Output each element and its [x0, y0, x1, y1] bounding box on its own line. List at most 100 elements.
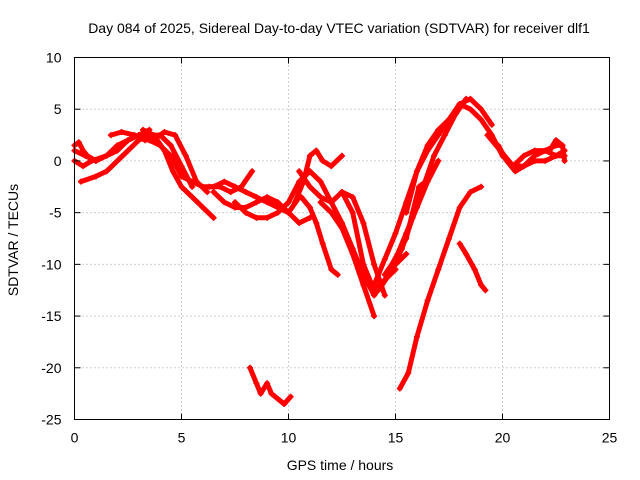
data-point — [495, 142, 502, 149]
data-point — [306, 152, 313, 159]
data-point — [328, 209, 335, 216]
data-point — [253, 194, 260, 201]
data-point — [206, 183, 213, 190]
y-axis-title: SDTVAR / TECUs — [5, 184, 21, 296]
data-point — [75, 139, 82, 146]
x-tick-label: 10 — [281, 430, 297, 446]
data-point — [371, 313, 378, 320]
data-point — [268, 390, 275, 397]
data-point — [274, 199, 281, 206]
x-tick-label: 5 — [178, 430, 186, 446]
data-point — [435, 266, 442, 273]
data-point — [403, 209, 410, 216]
y-tick-label: -15 — [41, 308, 61, 324]
data-point — [92, 173, 99, 180]
data-point — [274, 395, 281, 402]
data-point — [424, 297, 431, 304]
data-point — [281, 400, 288, 407]
data-point — [313, 219, 320, 226]
data-point — [125, 147, 131, 154]
series-track-22 — [396, 183, 485, 392]
data-point — [210, 214, 217, 221]
data-point — [317, 194, 324, 201]
series-track-15 — [317, 199, 378, 320]
data-point — [84, 152, 91, 159]
data-point — [242, 188, 249, 195]
data-point — [274, 209, 281, 216]
data-point — [169, 168, 176, 175]
data-point — [217, 183, 224, 190]
series-track-5 — [107, 128, 211, 195]
data-point — [422, 178, 429, 185]
series-line — [108, 129, 210, 195]
chart-title: Day 084 of 2025, Sidereal Day-to-day VTE… — [88, 20, 590, 36]
data-point — [531, 147, 538, 154]
data-point — [561, 157, 568, 164]
data-point — [210, 188, 217, 195]
data-point — [189, 178, 196, 185]
series-line — [298, 194, 341, 278]
data-point — [441, 132, 448, 139]
y-tick-label: 5 — [54, 101, 62, 117]
y-tick-label: 0 — [54, 153, 62, 169]
data-point — [161, 147, 168, 154]
data-point — [103, 168, 110, 175]
y-tick-label: -10 — [41, 256, 61, 272]
data-point — [328, 199, 335, 206]
data-point — [114, 157, 121, 164]
series-line — [547, 137, 568, 164]
data-point — [371, 282, 378, 289]
data-point — [306, 204, 313, 211]
data-point — [287, 393, 294, 400]
data-point — [264, 194, 271, 201]
data-point — [264, 214, 271, 221]
data-point — [371, 261, 378, 268]
data-point — [189, 183, 196, 190]
data-point — [80, 163, 87, 170]
data-point — [238, 183, 245, 190]
data-point — [553, 137, 559, 144]
series-track-23 — [456, 240, 489, 294]
data-point — [103, 152, 110, 159]
data-point — [242, 209, 249, 216]
data-point — [431, 152, 438, 159]
data-point — [381, 292, 388, 299]
data-point — [403, 251, 410, 258]
data-point — [291, 199, 298, 206]
data-point — [396, 385, 403, 392]
data-point — [499, 152, 506, 159]
data-point — [334, 271, 341, 278]
data-point — [463, 251, 470, 258]
data-point — [403, 235, 410, 242]
data-point — [178, 173, 185, 180]
data-point — [360, 282, 367, 289]
data-point — [381, 256, 388, 263]
data-point — [161, 128, 168, 135]
data-point — [478, 282, 485, 289]
data-point — [553, 152, 559, 159]
data-point — [204, 188, 211, 195]
series-line — [140, 127, 217, 221]
data-point — [178, 163, 185, 170]
data-point — [319, 157, 326, 164]
series-track-26 — [499, 142, 566, 170]
data-point — [512, 168, 519, 175]
data-point — [413, 168, 420, 175]
data-point — [107, 132, 114, 139]
data-point — [131, 132, 138, 139]
data-point — [167, 142, 174, 149]
data-point — [446, 116, 452, 123]
series-track-20 — [386, 178, 429, 273]
x-tick-label: 25 — [602, 430, 618, 446]
y-tick-label: -20 — [41, 360, 61, 376]
series-track-6 — [139, 126, 217, 221]
data-point — [253, 199, 260, 206]
data-point — [394, 251, 401, 258]
data-point — [349, 209, 356, 216]
data-point — [199, 204, 206, 211]
data-point — [114, 147, 121, 154]
data-point — [456, 101, 463, 108]
data-point — [317, 178, 324, 185]
data-point — [520, 163, 527, 170]
